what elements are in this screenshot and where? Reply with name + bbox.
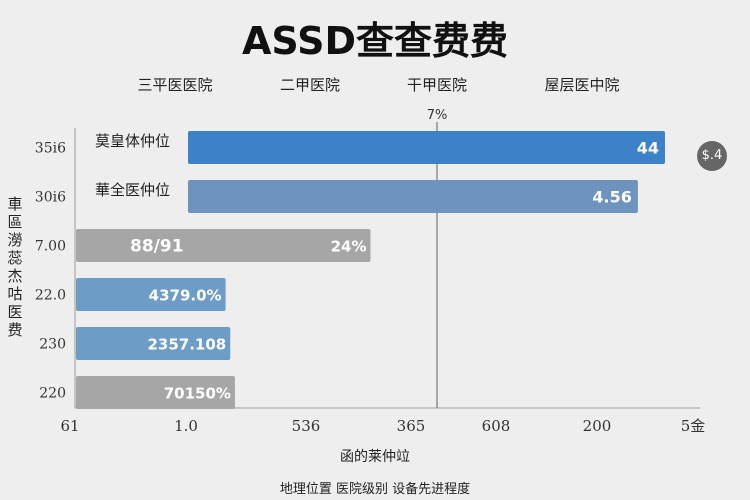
bar-inner-label-1: 莫皇体仲位 (95, 132, 170, 150)
bar-value-label-5: 2357.108 (147, 336, 226, 354)
x-tick-1: 61 (60, 417, 79, 435)
chart-title: ASSD查查费费 (242, 19, 508, 63)
x-tick-3: 536 (292, 417, 321, 435)
y-tick-2: 30i6 (35, 190, 66, 206)
x-tick-4: 365 (397, 417, 426, 435)
y-tick-3: 7.00 (35, 239, 66, 255)
bar-value-label-2: 4.56 (592, 188, 631, 207)
column-header-4: 屋层医中院 (544, 76, 620, 94)
bar-inner-label-3: 88/91 (130, 237, 184, 257)
bar-value-label-3: 24% (331, 238, 367, 256)
y-tick-1: 35i6 (35, 141, 66, 157)
bar-inner-label-2: 華全医仲位 (95, 181, 170, 199)
bar-value-label-1: 44 (637, 139, 659, 158)
x-tick-5: 608 (482, 417, 511, 435)
bar-2 (188, 180, 638, 213)
x-tick-6: 200 (583, 417, 612, 435)
bar-4 (76, 278, 226, 311)
bar-3 (76, 229, 371, 262)
bar-1 (188, 131, 665, 164)
x-tick-2: 1.0 (174, 417, 198, 435)
bar-6 (76, 376, 235, 409)
x-axis-label: 函的莱仲竝 (340, 449, 410, 465)
bar-value-label-6: 70150% (164, 385, 231, 403)
reference-line-label: 7% (427, 108, 448, 123)
y-tick-4: 22.0 (35, 288, 66, 304)
bar-value-label-4: 4379.0% (149, 287, 222, 305)
y-tick-6: 220 (39, 386, 66, 402)
y-tick-5: 230 (39, 337, 66, 353)
legend-text: 地理位置 医院级别 设备先进程度 (279, 482, 471, 497)
bar-5 (76, 327, 231, 360)
column-header-1: 三平医医院 (137, 76, 213, 94)
column-header-2: 二甲医院 (279, 76, 341, 94)
y-axis-label: 車區澇蕊杰咕医费 (7, 195, 23, 339)
side-badge: $.4 (697, 141, 727, 171)
x-tick-7: 5金 (681, 417, 706, 435)
column-header-3: 干甲医院 (406, 76, 468, 94)
